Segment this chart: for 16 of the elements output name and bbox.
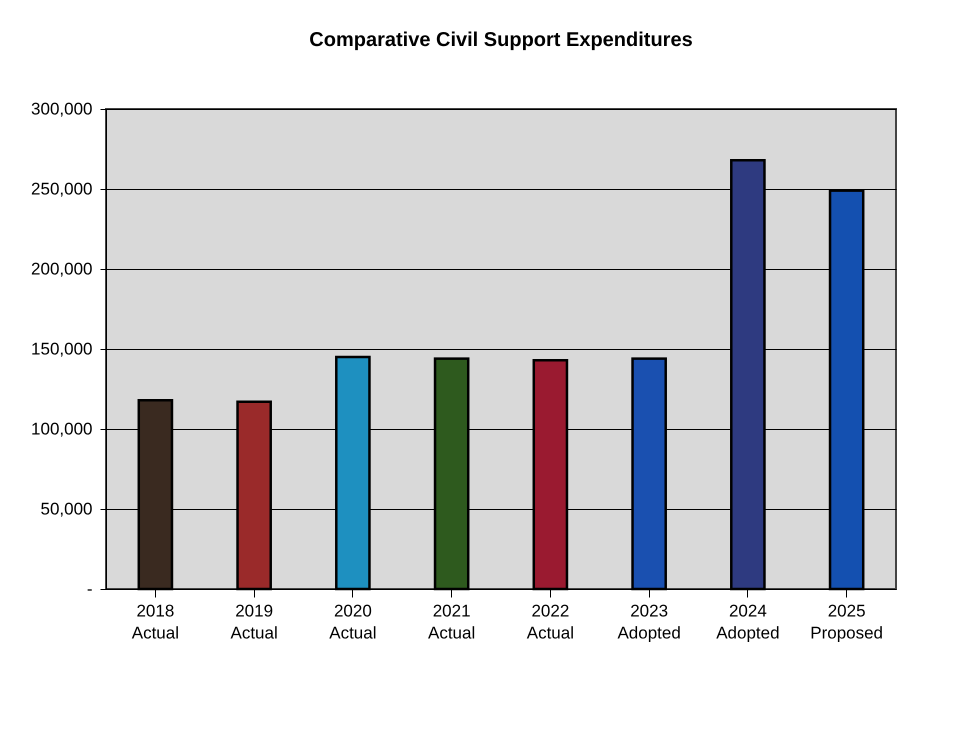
y-tick-label: 250,000: [31, 180, 92, 198]
y-tick-label: 100,000: [31, 420, 92, 438]
y-tick-label: 150,000: [31, 340, 92, 358]
x-tick-label: 2025 Proposed: [810, 602, 884, 642]
x-tick-label: 2019 Actual: [230, 602, 278, 642]
y-tick-label: -: [86, 580, 92, 598]
y-tick-label: 50,000: [40, 500, 92, 518]
x-tick-label: 2018 Actual: [132, 602, 179, 642]
x-tick-label: 2020 Actual: [329, 602, 376, 642]
x-tick-label: 2023 Adopted: [617, 602, 681, 642]
x-tick-label: 2022 Actual: [526, 602, 574, 642]
x-tick-label: 2021 Actual: [428, 602, 476, 642]
y-tick-label: 200,000: [31, 260, 92, 278]
x-tick-label: 2024 Adopted: [716, 602, 780, 642]
chart-title: Comparative Civil Support Expenditures: [309, 29, 693, 51]
y-tick-label: 300,000: [31, 100, 92, 118]
